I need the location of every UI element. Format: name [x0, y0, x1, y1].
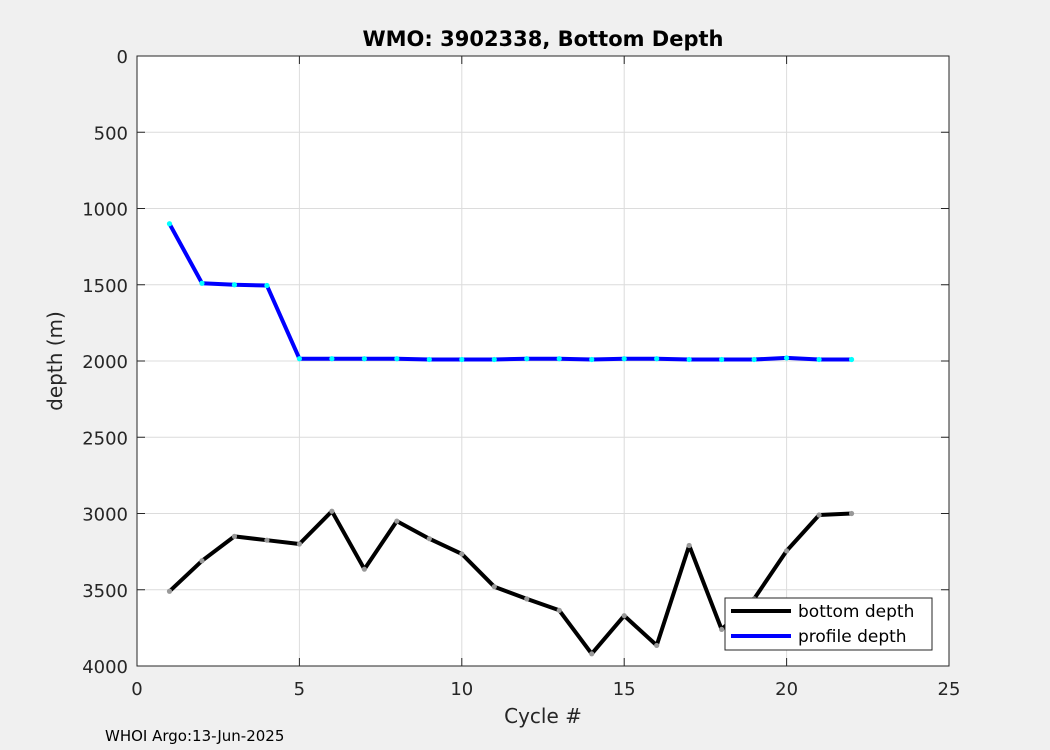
y-tick-label: 0 — [117, 47, 128, 68]
y-tick-label: 4000 — [82, 657, 128, 678]
data-point-bottom-depth — [426, 536, 432, 542]
data-point-profile-depth — [556, 356, 562, 362]
y-tick-label: 3000 — [82, 505, 128, 526]
data-point-profile-depth — [264, 282, 270, 289]
data-point-profile-depth — [524, 356, 530, 362]
data-point-bottom-depth — [686, 542, 692, 549]
data-point-bottom-depth — [589, 651, 595, 657]
data-point-profile-depth — [848, 356, 855, 363]
x-tick-label: 10 — [450, 679, 473, 700]
footer-credit: WHOI Argo:13-Jun-2025 — [105, 727, 284, 745]
data-point-bottom-depth — [556, 607, 562, 613]
data-point-profile-depth — [296, 356, 302, 362]
data-point-profile-depth — [816, 356, 822, 363]
data-point-profile-depth — [784, 355, 790, 361]
y-tick-label: 1500 — [82, 276, 128, 297]
data-point-profile-depth — [329, 356, 335, 362]
y-tick-label: 3500 — [82, 581, 128, 602]
x-tick-label: 5 — [294, 679, 305, 700]
data-point-profile-depth — [589, 356, 595, 363]
data-point-profile-depth — [199, 280, 205, 286]
data-point-bottom-depth — [784, 548, 790, 554]
data-point-bottom-depth — [166, 588, 173, 594]
x-axis-label: Cycle # — [504, 704, 582, 728]
ticks: 0 5 10 15 20 25 0 500 1000 1500 2000 2500 3000 3500 40… — [82, 47, 960, 700]
data-point-profile-depth — [491, 356, 497, 363]
data-point-bottom-depth — [621, 613, 627, 619]
data-point-profile-depth — [686, 356, 692, 363]
data-point-bottom-depth — [231, 533, 238, 539]
series-line-profile-depth — [167, 222, 852, 362]
data-point-profile-depth — [166, 221, 173, 227]
data-point-bottom-depth — [719, 626, 725, 633]
data-point-profile-depth — [361, 356, 367, 362]
data-point-profile-depth — [394, 356, 400, 362]
legend-box — [724, 597, 933, 651]
data-point-bottom-depth — [264, 537, 270, 543]
legend: bottom depth profile depth — [724, 597, 933, 651]
y-tick-label: 2500 — [82, 428, 128, 449]
data-point-profile-depth — [231, 282, 238, 288]
x-tick-label: 20 — [775, 679, 798, 700]
y-tick-label: 1000 — [82, 200, 128, 221]
data-point-bottom-depth — [524, 596, 530, 602]
data-point-bottom-depth — [361, 566, 367, 572]
legend-label-bottom-depth: bottom depth — [798, 602, 914, 622]
data-point-bottom-depth — [394, 518, 400, 524]
data-point-bottom-depth — [848, 510, 855, 517]
y-tick-label: 500 — [94, 123, 128, 144]
data-point-bottom-depth — [491, 584, 497, 590]
x-tick-label: 25 — [938, 679, 961, 700]
y-tick-label: 2000 — [82, 352, 128, 373]
y-axis-label: depth (m) — [43, 311, 67, 411]
data-point-profile-depth — [719, 356, 725, 363]
data-point-profile-depth — [751, 356, 757, 363]
x-tick-label: 0 — [131, 679, 142, 700]
data-point-bottom-depth — [329, 508, 335, 514]
data-point-bottom-depth — [459, 551, 465, 557]
data-point-profile-depth — [654, 356, 660, 362]
data-point-profile-depth — [621, 356, 627, 362]
data-point-profile-depth — [459, 356, 465, 363]
data-point-bottom-depth — [816, 512, 822, 518]
chart-title: WMO: 3902338, Bottom Depth — [362, 27, 723, 51]
data-point-bottom-depth — [654, 642, 660, 649]
data-point-profile-depth — [426, 356, 432, 363]
data-point-bottom-depth — [296, 541, 302, 547]
legend-label-profile-depth: profile depth — [798, 627, 907, 647]
data-point-bottom-depth — [199, 558, 205, 564]
x-tick-label: 15 — [613, 679, 636, 700]
